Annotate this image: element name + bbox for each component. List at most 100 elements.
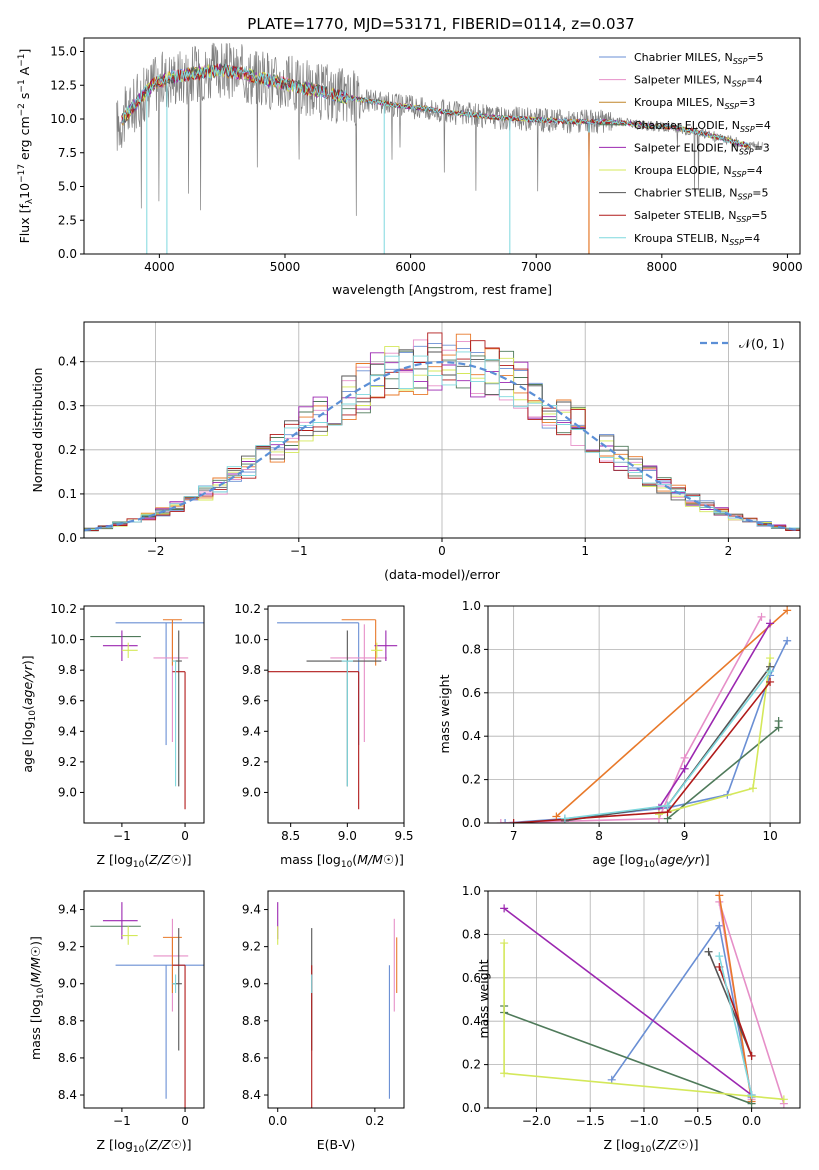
weight-line xyxy=(718,955,753,1096)
mass-age-panel: 8.5 9.0 9.5 9.0 9.2 9.4 9.6 9.8 10.0 10.2 mass [lo… xyxy=(234,602,413,870)
x-tick-label: 0 xyxy=(438,544,446,558)
x-tick-label: 0 xyxy=(181,829,189,843)
weight-line xyxy=(503,1006,752,1105)
label-part: age/yr xyxy=(660,852,701,867)
y-tick-label: 0.8 xyxy=(462,642,481,656)
label-part: 10 xyxy=(133,860,145,870)
y-axis-label: Flux [fλ10−17 erg cm−2 s−1 A−1] xyxy=(17,49,35,244)
x-tick-label: 9.5 xyxy=(394,829,413,843)
weight-line xyxy=(503,907,753,1096)
x-tick-label: 8 xyxy=(595,829,603,843)
axes-frame xyxy=(267,605,405,824)
y-tick-label: 8.6 xyxy=(58,1051,77,1065)
weight-marker xyxy=(500,1069,509,1078)
y-tick-label: 10.2 xyxy=(234,602,261,616)
y-tick-label: 8.8 xyxy=(58,1014,77,1028)
label-part: Z [log xyxy=(96,852,132,867)
label-part: Z/Z xyxy=(148,1137,171,1152)
y-tick-label: 8.8 xyxy=(242,1014,261,1028)
x-tick-label: 7 xyxy=(510,829,518,843)
label-part: ☉)] xyxy=(383,852,404,867)
y-tick-label: 0.6 xyxy=(462,971,481,985)
x-axis-label: wavelength [Angstrom, rest frame] xyxy=(332,282,552,297)
label-part: ☉)] xyxy=(28,936,43,957)
y-tick-label: 0.2 xyxy=(58,443,77,457)
label-part: mass [log xyxy=(28,999,43,1060)
legend-text-part: Salpeter MILES, N xyxy=(634,74,732,87)
weight-line xyxy=(555,609,788,818)
y-tick-label: 9.6 xyxy=(58,694,77,708)
legend-text-part: =5 xyxy=(747,51,763,64)
x-tick-label: 6000 xyxy=(395,260,426,274)
x-tick-label: −1 xyxy=(290,544,308,558)
legend-text-part: SSP xyxy=(732,170,747,179)
y-tick-label: 9.4 xyxy=(242,903,261,917)
model-spectrum xyxy=(121,63,751,147)
label-part: −1 xyxy=(17,79,27,92)
legend-text-part: =4 xyxy=(744,232,760,245)
weight-marker xyxy=(783,606,792,615)
y-tick-label: 5.0 xyxy=(58,180,77,194)
label-part: )] xyxy=(20,655,35,665)
legend-text-part: SSP xyxy=(733,57,748,66)
y-tick-label: 0.4 xyxy=(462,1014,481,1028)
y-tick-label: 9.2 xyxy=(242,755,261,769)
x-tick-label: 7000 xyxy=(521,260,552,274)
legend-text-part: SSP xyxy=(724,102,739,111)
y-tick-label: 1.0 xyxy=(462,599,481,613)
y-tick-label: 10.0 xyxy=(234,633,261,647)
y-tick-label: 9.2 xyxy=(242,940,261,954)
weight-line xyxy=(505,640,788,823)
axis-label: Z [log10(Z/Z☉)] xyxy=(603,1137,698,1155)
x-tick-label: 9000 xyxy=(772,260,803,274)
legend-text-part: SSP xyxy=(738,193,753,202)
ebv-mass-panel: 0.0 0.2 8.4 8.6 8.8 9.0 9.2 9.4 E(B-V) xyxy=(242,890,405,1152)
x-tick-label: −1 xyxy=(113,829,131,843)
x-tick-label: 0 xyxy=(181,1114,189,1128)
label-part: Z [log xyxy=(96,1137,132,1152)
label-part: ☉)] xyxy=(171,852,192,867)
label-part: −2 xyxy=(17,103,27,116)
legend-entry: Salpeter ELODIE, NSSP=3 xyxy=(634,141,770,156)
label-part: age [log xyxy=(20,721,35,772)
label-part: M/M xyxy=(357,852,383,867)
weight-marker xyxy=(500,904,509,913)
label-part: ] xyxy=(17,49,32,54)
weight-line xyxy=(513,681,771,823)
figure-title: PLATE=1770, MJD=53171, FIBERID=0114, z=0… xyxy=(247,15,634,33)
y-tick-label: 12.5 xyxy=(50,78,77,92)
x-axis-label: (data-model)/error xyxy=(384,567,501,582)
label-part: ( xyxy=(28,983,43,988)
y-tick-label: 0.2 xyxy=(462,773,481,787)
axes-frame xyxy=(267,890,405,1109)
label-part: 10 xyxy=(644,860,656,870)
y-tick-label: 10.2 xyxy=(50,602,77,616)
x-tick-label: −2.0 xyxy=(522,1114,551,1128)
weight-marker xyxy=(663,801,672,810)
weight-marker xyxy=(501,819,510,823)
label-part: ( xyxy=(651,1137,656,1152)
legend-entry: Chabrier STELIB, NSSP=5 xyxy=(634,187,768,202)
label-part: 10 xyxy=(640,1145,652,1155)
y-axis-label: mass weight xyxy=(476,959,491,1038)
y-tick-label: 9.4 xyxy=(58,903,77,917)
x-tick-label: −0.5 xyxy=(683,1114,712,1128)
legend-text-part: Kroupa MILES, N xyxy=(634,96,724,109)
weight-marker xyxy=(757,612,766,621)
x-tick-label: −1.5 xyxy=(576,1114,605,1128)
Z-weight-panel: −2.0 −1.5 −1.0 −0.5 0.0 0.0 0.2 0.4 0.6 0.8 1.0 Z [… xyxy=(462,884,801,1155)
y-tick-label: 9.0 xyxy=(58,977,77,991)
axis-label: age [log10(age/yr)] xyxy=(592,852,709,870)
label-part: erg cm xyxy=(17,116,32,164)
y-tick-label: 2.5 xyxy=(58,213,77,227)
weight-marker xyxy=(704,947,713,956)
label-part: ☉)] xyxy=(171,1137,192,1152)
legend-text-part: SSP xyxy=(739,147,754,156)
axis-label: mass [log10(M/M☉)] xyxy=(280,852,404,870)
y-tick-label: 0.0 xyxy=(462,1101,481,1115)
y-tick-label: 15.0 xyxy=(50,45,77,59)
x-tick-label: 9 xyxy=(681,829,689,843)
legend-text-part: Chabrier STELIB, N xyxy=(634,187,738,200)
y-tick-label: 9.8 xyxy=(242,663,261,677)
normal-curve xyxy=(84,360,800,532)
